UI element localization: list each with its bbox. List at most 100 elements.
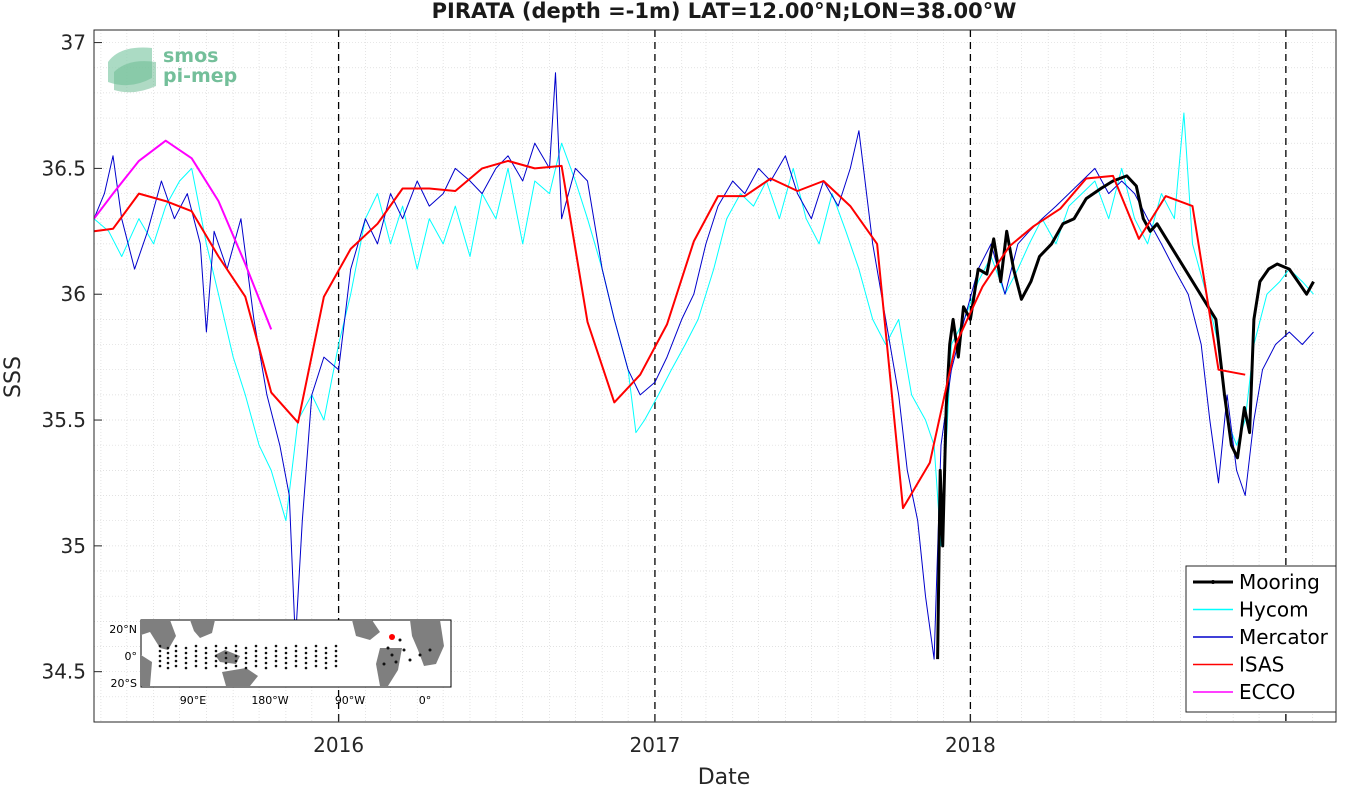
map-dot [264,646,268,650]
map-dot [334,644,338,648]
legend-items: Mooring Hycom Mercator ISAS ECCO [1193,570,1329,704]
map-dot [254,664,258,668]
map-dot [194,649,198,653]
map-dot [324,651,328,655]
logo-wave-shape [114,61,156,93]
map-dot [166,656,170,660]
map-dot [294,664,298,668]
legend-label: Mercator [1239,625,1329,649]
y-tick-label: 36 [61,282,86,306]
map-dot [224,651,228,655]
map-dot [304,666,308,670]
map-dot [394,660,398,664]
map-dot [244,661,248,665]
smos-pimep-logo: smos pi-mep [108,45,237,93]
map-dot [184,646,188,650]
legend-marker [1211,580,1215,584]
map-lat-label: 20°S [111,677,137,690]
legend-label: ISAS [1239,653,1284,677]
map-dot [214,664,218,668]
map-dot [408,658,412,662]
y-ticks: 34.5 35 35.5 36 36.5 37 [41,31,102,684]
map-dot [254,644,258,648]
map-dot [274,644,278,648]
map-dot [244,646,248,650]
map-dot [224,661,228,665]
map-dot [304,646,308,650]
map-dot [244,651,248,655]
map-dot [158,649,162,653]
grid [94,30,1336,722]
x-tick-label: 2018 [945,733,996,757]
map-dot [204,661,208,665]
map-dot [334,649,338,653]
map-dot [174,664,178,668]
map-dot [174,654,178,658]
chart-title: PIRATA (depth =-1m) LAT=12.00°N;LON=38.0… [432,0,1017,23]
map-dot [194,644,198,648]
map-dot [294,649,298,653]
map-dot [234,649,238,653]
map-dot [254,654,258,658]
map-dot [294,644,298,648]
map-dot [314,659,318,663]
map-lon-label: 0° [419,694,432,707]
map-dot [324,656,328,660]
map-dot [174,659,178,663]
map-dot [204,656,208,660]
map-dot [166,651,170,655]
legend-label: Mooring [1239,570,1320,594]
y-tick-label: 36.5 [41,156,86,180]
map-dot [214,649,218,653]
map-dot [294,654,298,658]
land-shape [141,620,176,650]
map-dot [284,651,288,655]
map-dot [264,656,268,660]
map-dot [174,644,178,648]
map-dot [274,664,278,668]
series-line-ecco [93,139,273,330]
map-dot [386,646,390,650]
map-dot [158,659,162,663]
land-shape [222,668,258,686]
map-dot [184,656,188,660]
series-line-mercator [93,72,1314,660]
map-dot [274,654,278,658]
y-tick-label: 35 [61,534,86,558]
logo-line2: pi-mep [163,65,237,87]
map-dot [214,659,218,663]
map-dot [264,651,268,655]
mooring-dots [158,638,432,670]
land-shape [215,650,240,664]
map-lon-label: 90°W [335,694,365,707]
x-tick-label: 2017 [629,733,680,757]
map-dot [324,646,328,650]
map-dot [158,664,162,668]
map-lon-label: 180°W [251,694,288,707]
plot-area [94,30,1336,722]
map-lat-label: 0° [125,650,138,663]
map-dot [304,661,308,665]
logo-line1: smos [163,45,218,67]
map-dot [334,664,338,668]
map-dot [214,644,218,648]
map-dot [314,664,318,668]
map-dot [234,654,238,658]
map-dot [382,662,386,666]
map-dot [234,659,238,663]
map-dot [334,654,338,658]
map-dot [224,666,228,670]
map-dot [254,649,258,653]
map-dot [166,666,170,670]
map-dot [166,661,170,665]
y-axis-label: SSS [1,356,26,398]
map-dot [304,656,308,660]
map-dot [284,661,288,665]
map-dot [184,666,188,670]
map-lon-label: 90°E [180,694,206,707]
map-dot [224,646,228,650]
map-dot [184,661,188,665]
map-dot [390,653,394,657]
map-dot [174,649,178,653]
